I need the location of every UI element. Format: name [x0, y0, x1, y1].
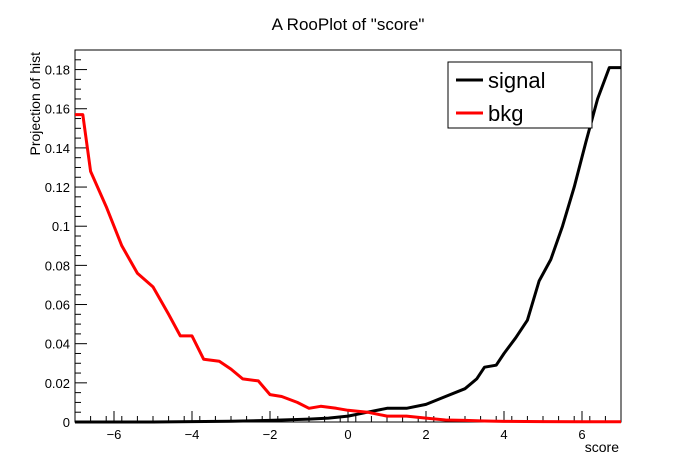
y-axis-label: Projection of hist	[27, 52, 43, 156]
x-tick-label: 4	[500, 427, 507, 442]
y-tick-label: 0.12	[45, 180, 70, 195]
series-layer	[75, 66, 621, 424]
y-tick-label: 0.1	[52, 219, 70, 234]
x-tick-label: −2	[263, 427, 278, 442]
legend-label-signal: signal	[488, 68, 545, 93]
y-tick-label: 0.02	[45, 376, 70, 391]
y-tick-label: 0.18	[45, 63, 70, 78]
x-tick-label: 6	[578, 427, 585, 442]
y-tick-label: 0.06	[45, 298, 70, 313]
series-line-signal	[75, 66, 621, 424]
x-tick-label: −4	[185, 427, 200, 442]
y-axis: 0 0.02 0.04 0.06 0.08 0.1 0.12 0.14 0.16 0.18	[45, 49, 87, 430]
y-tick-label: 0.08	[45, 258, 70, 273]
y-tick-label: 0	[63, 415, 70, 430]
y-tick-label: 0.16	[45, 102, 70, 117]
chart-title: A RooPlot of "score"	[272, 15, 425, 34]
legend-label-bkg: bkg	[488, 101, 523, 126]
series-line-bkg	[75, 113, 621, 424]
x-axis-label: score	[585, 439, 619, 455]
legend-box	[447, 61, 593, 129]
y-tick-label: 0.04	[45, 337, 70, 352]
x-tick-label: 0	[344, 427, 351, 442]
x-tick-label: 2	[422, 427, 429, 442]
y-tick-label: 0.14	[45, 141, 70, 156]
x-tick-label: −6	[107, 427, 122, 442]
legend: signal bkg	[447, 61, 593, 129]
